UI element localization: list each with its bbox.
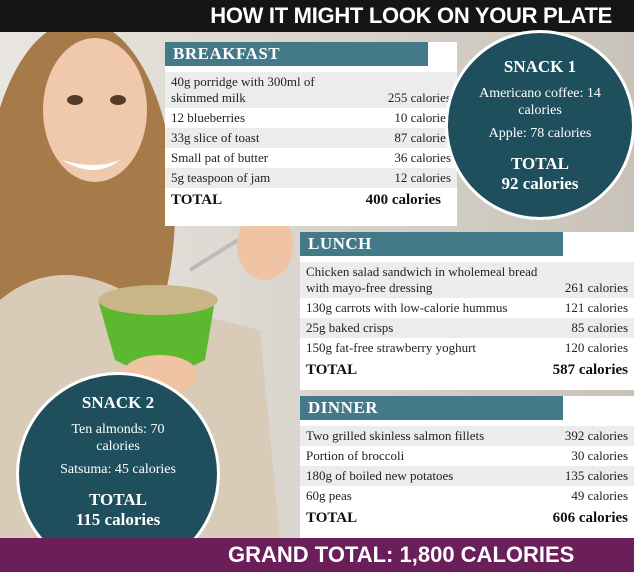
item-name: 60g peas	[306, 488, 352, 503]
menu-row: 150g fat-free strawberry yoghurt 120 calo…	[300, 338, 634, 358]
item-name: Small pat of butter	[171, 150, 269, 165]
item-name: 25g baked crisps	[306, 320, 394, 335]
item-name: 180g of boiled new potatoes	[306, 468, 454, 483]
item-calories: 392 calories	[564, 428, 628, 443]
snack-total: 92 calories	[501, 173, 579, 193]
snack-item: Ten almonds: 70 calories	[71, 421, 165, 454]
rows: Two grilled skinless salmon fillets 392 c…	[300, 420, 634, 506]
menu-row: Small pat of butter 36 calories	[165, 148, 457, 168]
item-calories: 49 calories	[571, 488, 628, 503]
section-title: BREAKFAST	[165, 42, 428, 66]
item-name: Chicken salad sandwich in wholemeal brea…	[306, 264, 538, 295]
section-title: LUNCH	[300, 232, 563, 256]
item-calories: 85 calories	[571, 320, 628, 335]
menu-row: 130g carrots with low-calorie hummus 121 …	[300, 298, 634, 318]
snack-total-label: TOTAL	[511, 153, 569, 173]
menu-row: 40g porridge with 300ml of skimmed milk 2…	[165, 72, 457, 108]
section-title: DINNER	[300, 396, 563, 420]
snack1-circle: SNACK 1 Americano coffee: 14 calories App…	[445, 30, 634, 220]
snack-item: Americano coffee: 14 calories	[479, 85, 601, 118]
item-name: 12 blueberries	[171, 110, 246, 125]
menu-row: 60g peas 49 calories	[300, 486, 634, 506]
menu-row: 180g of boiled new potatoes 135 calories	[300, 466, 634, 486]
item-calories: 121 calories	[564, 300, 628, 315]
snack-items: Ten almonds: 70 calories Satsuma: 45 calo…	[53, 421, 183, 484]
menu-row: 25g baked crisps 85 calories	[300, 318, 634, 338]
snack-item: Satsuma: 45 calories	[60, 461, 176, 477]
total-value: 587 calories	[552, 362, 628, 378]
item-name: 5g teaspoon of jam	[171, 170, 271, 185]
snack-total-label: TOTAL	[89, 489, 147, 509]
breakfast-panel: BREAKFAST 40g porridge with 300ml of ski…	[165, 42, 457, 226]
item-calories: 12 calories	[394, 170, 451, 185]
snack-title: SNACK 2	[81, 392, 155, 412]
lunch-panel: LUNCH Chicken salad sandwich in wholemea…	[300, 232, 634, 390]
item-calories: 87 calories	[394, 130, 451, 145]
total-label: TOTAL	[171, 192, 223, 208]
menu-row: Two grilled skinless salmon fillets 392 c…	[300, 426, 634, 446]
header-title: HOW IT MIGHT LOOK ON YOUR PLATE	[0, 0, 634, 32]
item-calories: 10 calories	[394, 110, 451, 125]
snack-total: 115 calories	[75, 509, 161, 529]
total-row: TOTAL 400 calories	[165, 188, 447, 213]
menu-row: Chicken salad sandwich in wholemeal brea…	[300, 262, 634, 298]
item-name: 33g slice of toast	[171, 130, 260, 145]
item-calories: 255 calories	[387, 90, 451, 105]
grand-total: GRAND TOTAL: 1,800 CALORIES	[0, 538, 634, 572]
total-row: TOTAL 606 calories	[300, 506, 634, 531]
item-name: 40g porridge with 300ml of skimmed milk	[171, 74, 315, 105]
item-calories: 36 calories	[394, 150, 451, 165]
menu-row: 5g teaspoon of jam 12 calories	[165, 168, 457, 188]
item-calories: 261 calories	[564, 280, 628, 295]
menu-row: Portion of broccoli 30 calories	[300, 446, 634, 466]
total-row: TOTAL 587 calories	[300, 358, 634, 383]
snack-items: Americano coffee: 14 calories Apple: 78 c…	[475, 85, 605, 148]
rows: 40g porridge with 300ml of skimmed milk 2…	[165, 66, 457, 188]
item-name: 130g carrots with low-calorie hummus	[306, 300, 508, 315]
item-name: Portion of broccoli	[306, 448, 405, 463]
rows: Chicken salad sandwich in wholemeal brea…	[300, 256, 634, 358]
total-label: TOTAL	[306, 362, 358, 378]
menu-row: 33g slice of toast 87 calories	[165, 128, 457, 148]
item-name: 150g fat-free strawberry yoghurt	[306, 340, 477, 355]
item-calories: 120 calories	[564, 340, 628, 355]
snack-title: SNACK 1	[503, 56, 577, 76]
total-label: TOTAL	[306, 510, 358, 526]
item-calories: 30 calories	[571, 448, 628, 463]
snack-item: Apple: 78 calories	[488, 125, 592, 141]
total-value: 606 calories	[552, 510, 628, 526]
item-name: Two grilled skinless salmon fillets	[306, 428, 485, 443]
item-calories: 135 calories	[564, 468, 628, 483]
dinner-panel: DINNER Two grilled skinless salmon fille…	[300, 396, 634, 538]
total-value: 400 calories	[365, 192, 441, 208]
menu-row: 12 blueberries 10 calories	[165, 108, 457, 128]
